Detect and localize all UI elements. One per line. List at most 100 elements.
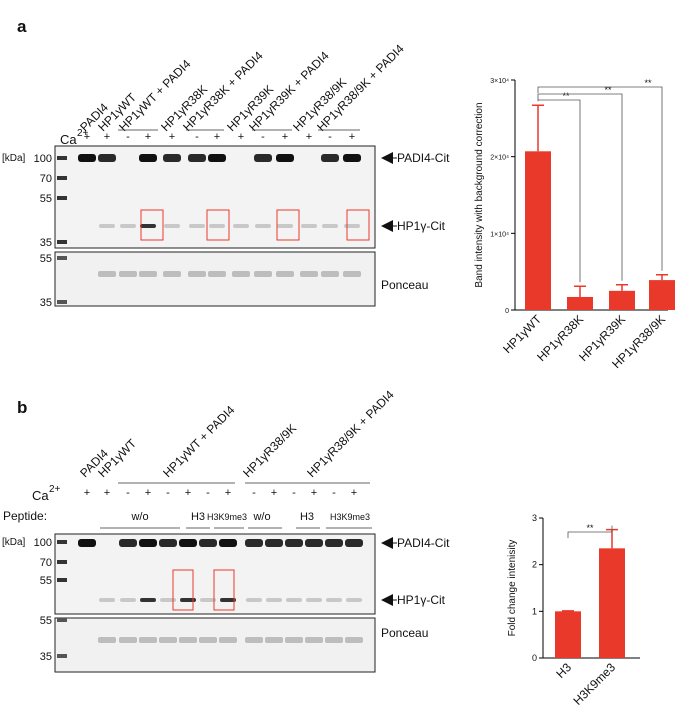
kda-marker: 35	[40, 297, 52, 309]
ca-superscript: 2+	[49, 484, 61, 495]
ca-sign: +	[306, 131, 312, 143]
marker-band	[57, 578, 67, 582]
significance-bracket	[567, 525, 613, 538]
band	[265, 539, 283, 547]
blot	[54, 145, 376, 249]
kda-marker: 100	[34, 153, 52, 165]
band	[99, 224, 115, 228]
ponceau-band	[119, 271, 137, 277]
band	[139, 539, 157, 547]
marker-band	[57, 256, 67, 260]
highlight-box	[140, 209, 164, 241]
kda-marker: 100	[34, 537, 52, 549]
lane-label: HP1γWT + PADI4	[160, 403, 237, 480]
kda-marker: 55	[40, 575, 52, 587]
band	[266, 598, 282, 602]
y-tick-label: 2	[532, 560, 537, 570]
band	[98, 154, 116, 162]
marker-band	[57, 540, 67, 544]
band	[255, 224, 271, 228]
significance-bracket	[537, 99, 581, 283]
ponceau-band	[254, 271, 272, 277]
band	[120, 224, 136, 228]
band	[189, 224, 205, 228]
kda-marker: 55	[40, 253, 52, 265]
y-axis-label: Band intensity with background correctio…	[474, 102, 485, 287]
ponceau-band	[179, 637, 197, 643]
marker-band	[57, 618, 67, 622]
x-tick-label: H3	[553, 660, 574, 681]
ponceau-band	[208, 271, 226, 277]
band	[120, 598, 136, 602]
ponceau-band	[98, 271, 116, 277]
band	[301, 224, 317, 228]
bar	[609, 290, 635, 310]
lane-label: HP1γR38/9K	[240, 421, 299, 480]
ca-sign: +	[351, 487, 357, 499]
kda-marker: 35	[40, 651, 52, 663]
arrow	[381, 594, 393, 606]
band	[245, 539, 263, 547]
ponceau-band	[219, 637, 237, 643]
band	[119, 539, 137, 547]
ponceau-band	[285, 637, 303, 643]
ca-sign: -	[126, 131, 130, 143]
ca-sign: +	[349, 131, 355, 143]
ponceau-band	[139, 637, 157, 643]
kda-marker: 55	[40, 193, 52, 205]
ponceau-band	[325, 637, 343, 643]
kda-unit: [kDa]	[2, 153, 26, 164]
ca-sign: +	[271, 487, 277, 499]
band	[326, 598, 342, 602]
x-tick-label: H3K9me3	[570, 660, 618, 708]
peptide: w/o	[130, 511, 148, 523]
band	[219, 539, 237, 547]
band	[277, 224, 293, 228]
ca-label: Ca	[32, 488, 49, 503]
ponceau-band	[188, 271, 206, 277]
lane-label: HP1γR38/9K + PADI4	[304, 387, 397, 480]
bar	[599, 548, 625, 658]
band	[246, 598, 262, 602]
bar	[555, 611, 581, 658]
band	[163, 154, 181, 162]
band	[344, 224, 360, 228]
band	[305, 539, 323, 547]
y-tick-label: 1×10⁴	[490, 231, 509, 238]
band	[321, 154, 339, 162]
ponceau-band	[159, 637, 177, 643]
error-bar	[616, 283, 628, 291]
ponceau-band	[163, 271, 181, 277]
band	[322, 224, 338, 228]
ca-label: Ca	[60, 132, 77, 147]
bar	[525, 151, 551, 310]
band	[209, 224, 225, 228]
highlight-box	[346, 209, 370, 241]
ca-sign: +	[169, 131, 175, 143]
ponceau-band	[305, 637, 323, 643]
ponceau-band	[345, 637, 363, 643]
marker-band	[57, 196, 67, 200]
y-axis-label: Fold change intenisity	[507, 540, 518, 637]
band	[139, 154, 157, 162]
y-tick-label: 0	[532, 653, 537, 663]
ca-sign: -	[195, 131, 199, 143]
band	[220, 598, 236, 602]
significance-label: **	[562, 91, 570, 101]
panel-letter: a	[17, 17, 27, 36]
ca-sign: +	[311, 487, 317, 499]
ca-sign: +	[145, 131, 151, 143]
band	[346, 598, 362, 602]
significance-label: **	[586, 523, 594, 533]
band	[199, 539, 217, 547]
band-label: PADI4-Cit	[397, 536, 450, 550]
ca-sign: -	[292, 487, 296, 499]
ponceau-band	[265, 637, 283, 643]
band	[78, 539, 96, 547]
band	[325, 539, 343, 547]
significance-bracket	[537, 86, 663, 271]
marker-band	[57, 654, 67, 658]
band	[179, 539, 197, 547]
band	[160, 598, 176, 602]
